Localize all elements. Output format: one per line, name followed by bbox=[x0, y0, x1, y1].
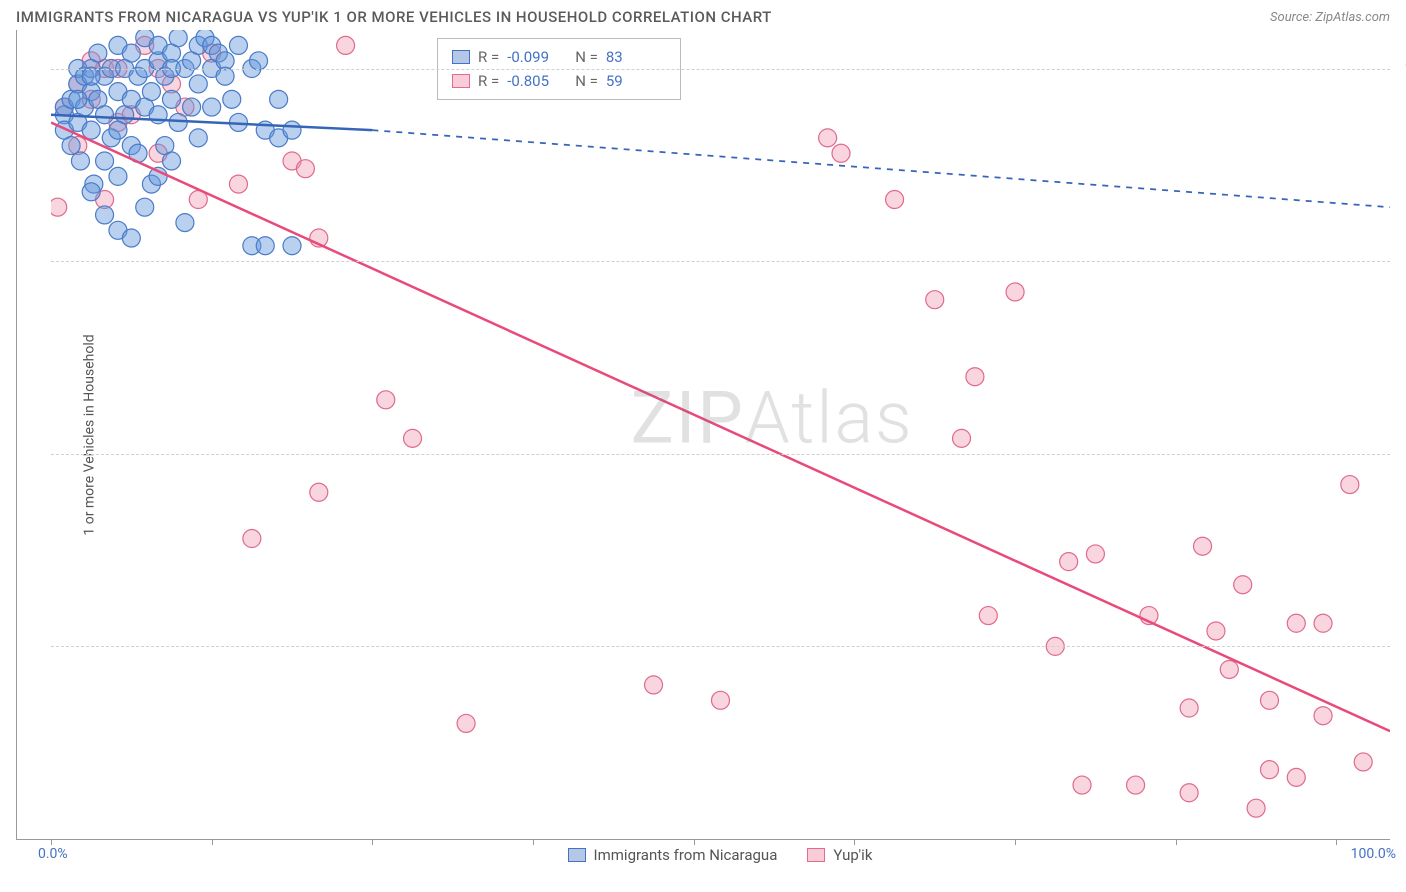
legend-label-yupik: Yup'ik bbox=[833, 846, 872, 864]
n-label: N = bbox=[575, 69, 598, 93]
r-label: R = bbox=[478, 69, 499, 93]
scatter-plot-svg bbox=[51, 30, 1390, 839]
chart-plot-area: 1 or more Vehicles in Household ZIPAtlas… bbox=[16, 30, 1390, 840]
n-label: N = bbox=[575, 45, 598, 69]
r-value-nicaragua: -0.099 bbox=[507, 45, 567, 69]
legend-item-yupik: Yup'ik bbox=[807, 846, 872, 864]
r-label: R = bbox=[478, 45, 499, 69]
x-axis-min-label: 0.0% bbox=[38, 846, 68, 862]
legend-row-nicaragua: R = -0.099 N = 83 bbox=[452, 45, 666, 69]
legend-label-nicaragua: Immigrants from Nicaragua bbox=[594, 846, 778, 864]
n-value-nicaragua: 83 bbox=[606, 45, 666, 69]
n-value-yupik: 59 bbox=[606, 69, 666, 93]
swatch-blue-icon bbox=[568, 848, 586, 862]
source-attribution: Source: ZipAtlas.com bbox=[1270, 10, 1390, 25]
series-legend: Immigrants from Nicaragua Yup'ik bbox=[50, 846, 1390, 864]
r-value-yupik: -0.805 bbox=[507, 69, 567, 93]
chart-title: IMMIGRANTS FROM NICARAGUA VS YUP'IK 1 OR… bbox=[16, 8, 772, 26]
swatch-blue-icon bbox=[452, 50, 470, 64]
swatch-pink-icon bbox=[452, 74, 470, 88]
legend-item-nicaragua: Immigrants from Nicaragua bbox=[568, 846, 778, 864]
x-axis-max-label: 100.0% bbox=[1351, 846, 1396, 862]
legend-row-yupik: R = -0.805 N = 59 bbox=[452, 69, 666, 93]
swatch-pink-icon bbox=[807, 848, 825, 862]
